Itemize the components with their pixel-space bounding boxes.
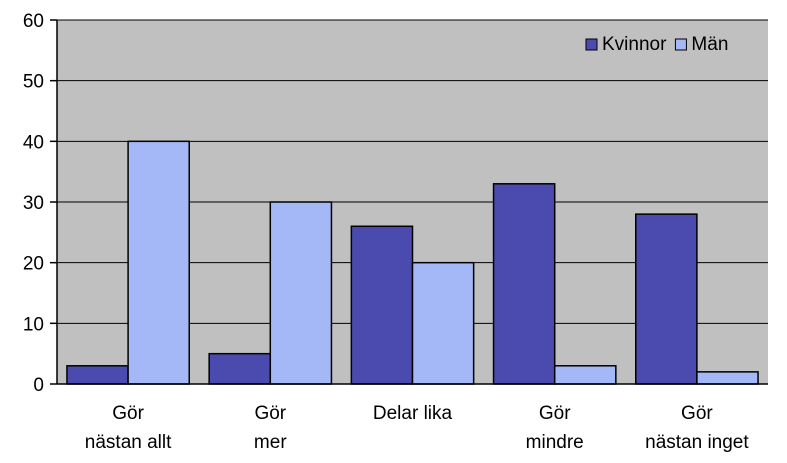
x-category-label: mindre xyxy=(526,432,584,453)
x-category-label: nästan inget xyxy=(645,432,749,453)
y-tick-label: 40 xyxy=(23,132,44,153)
bar-m-n-3 xyxy=(553,365,617,385)
legend-label: Kvinnor xyxy=(602,34,667,55)
x-category-label: Gör xyxy=(681,403,713,424)
bar-m-n-2 xyxy=(411,261,475,385)
y-tick-label: 30 xyxy=(23,193,44,214)
x-category-label: Gör xyxy=(254,403,286,424)
bar-m-n-1 xyxy=(269,201,333,385)
x-category-label: nästan allt xyxy=(85,432,172,453)
x-category-label: Gör xyxy=(539,403,571,424)
bar-m-n-4 xyxy=(696,371,759,385)
legend-swatch xyxy=(585,38,598,51)
x-category-label: Gör xyxy=(112,403,144,424)
y-tick-label: 0 xyxy=(33,375,44,396)
legend-label: Män xyxy=(691,34,728,55)
y-tick-label: 10 xyxy=(23,314,44,335)
x-axis-labels: Gör nästan allt Gör mer Delar lika Gör mindre G… xyxy=(85,403,750,453)
y-tick-label: 50 xyxy=(23,72,44,93)
bar-kvinnor-2 xyxy=(350,225,414,385)
bar-kvinnor-0 xyxy=(66,365,129,385)
bar-kvinnor-3 xyxy=(492,183,556,385)
bar-kvinnor-1 xyxy=(208,352,272,385)
y-axis-ticks: 0 10 20 30 40 50 60 xyxy=(23,11,57,396)
bar-m-n-0 xyxy=(127,140,190,385)
y-tick-label: 20 xyxy=(23,254,44,275)
y-tick-label: 60 xyxy=(23,11,44,32)
x-category-label: Delar lika xyxy=(373,403,453,424)
bars xyxy=(66,140,759,385)
legend: Kvinnor Män xyxy=(585,34,728,55)
bar-kvinnor-4 xyxy=(635,213,698,385)
legend-swatch xyxy=(674,38,687,51)
x-category-label: mer xyxy=(254,432,287,453)
